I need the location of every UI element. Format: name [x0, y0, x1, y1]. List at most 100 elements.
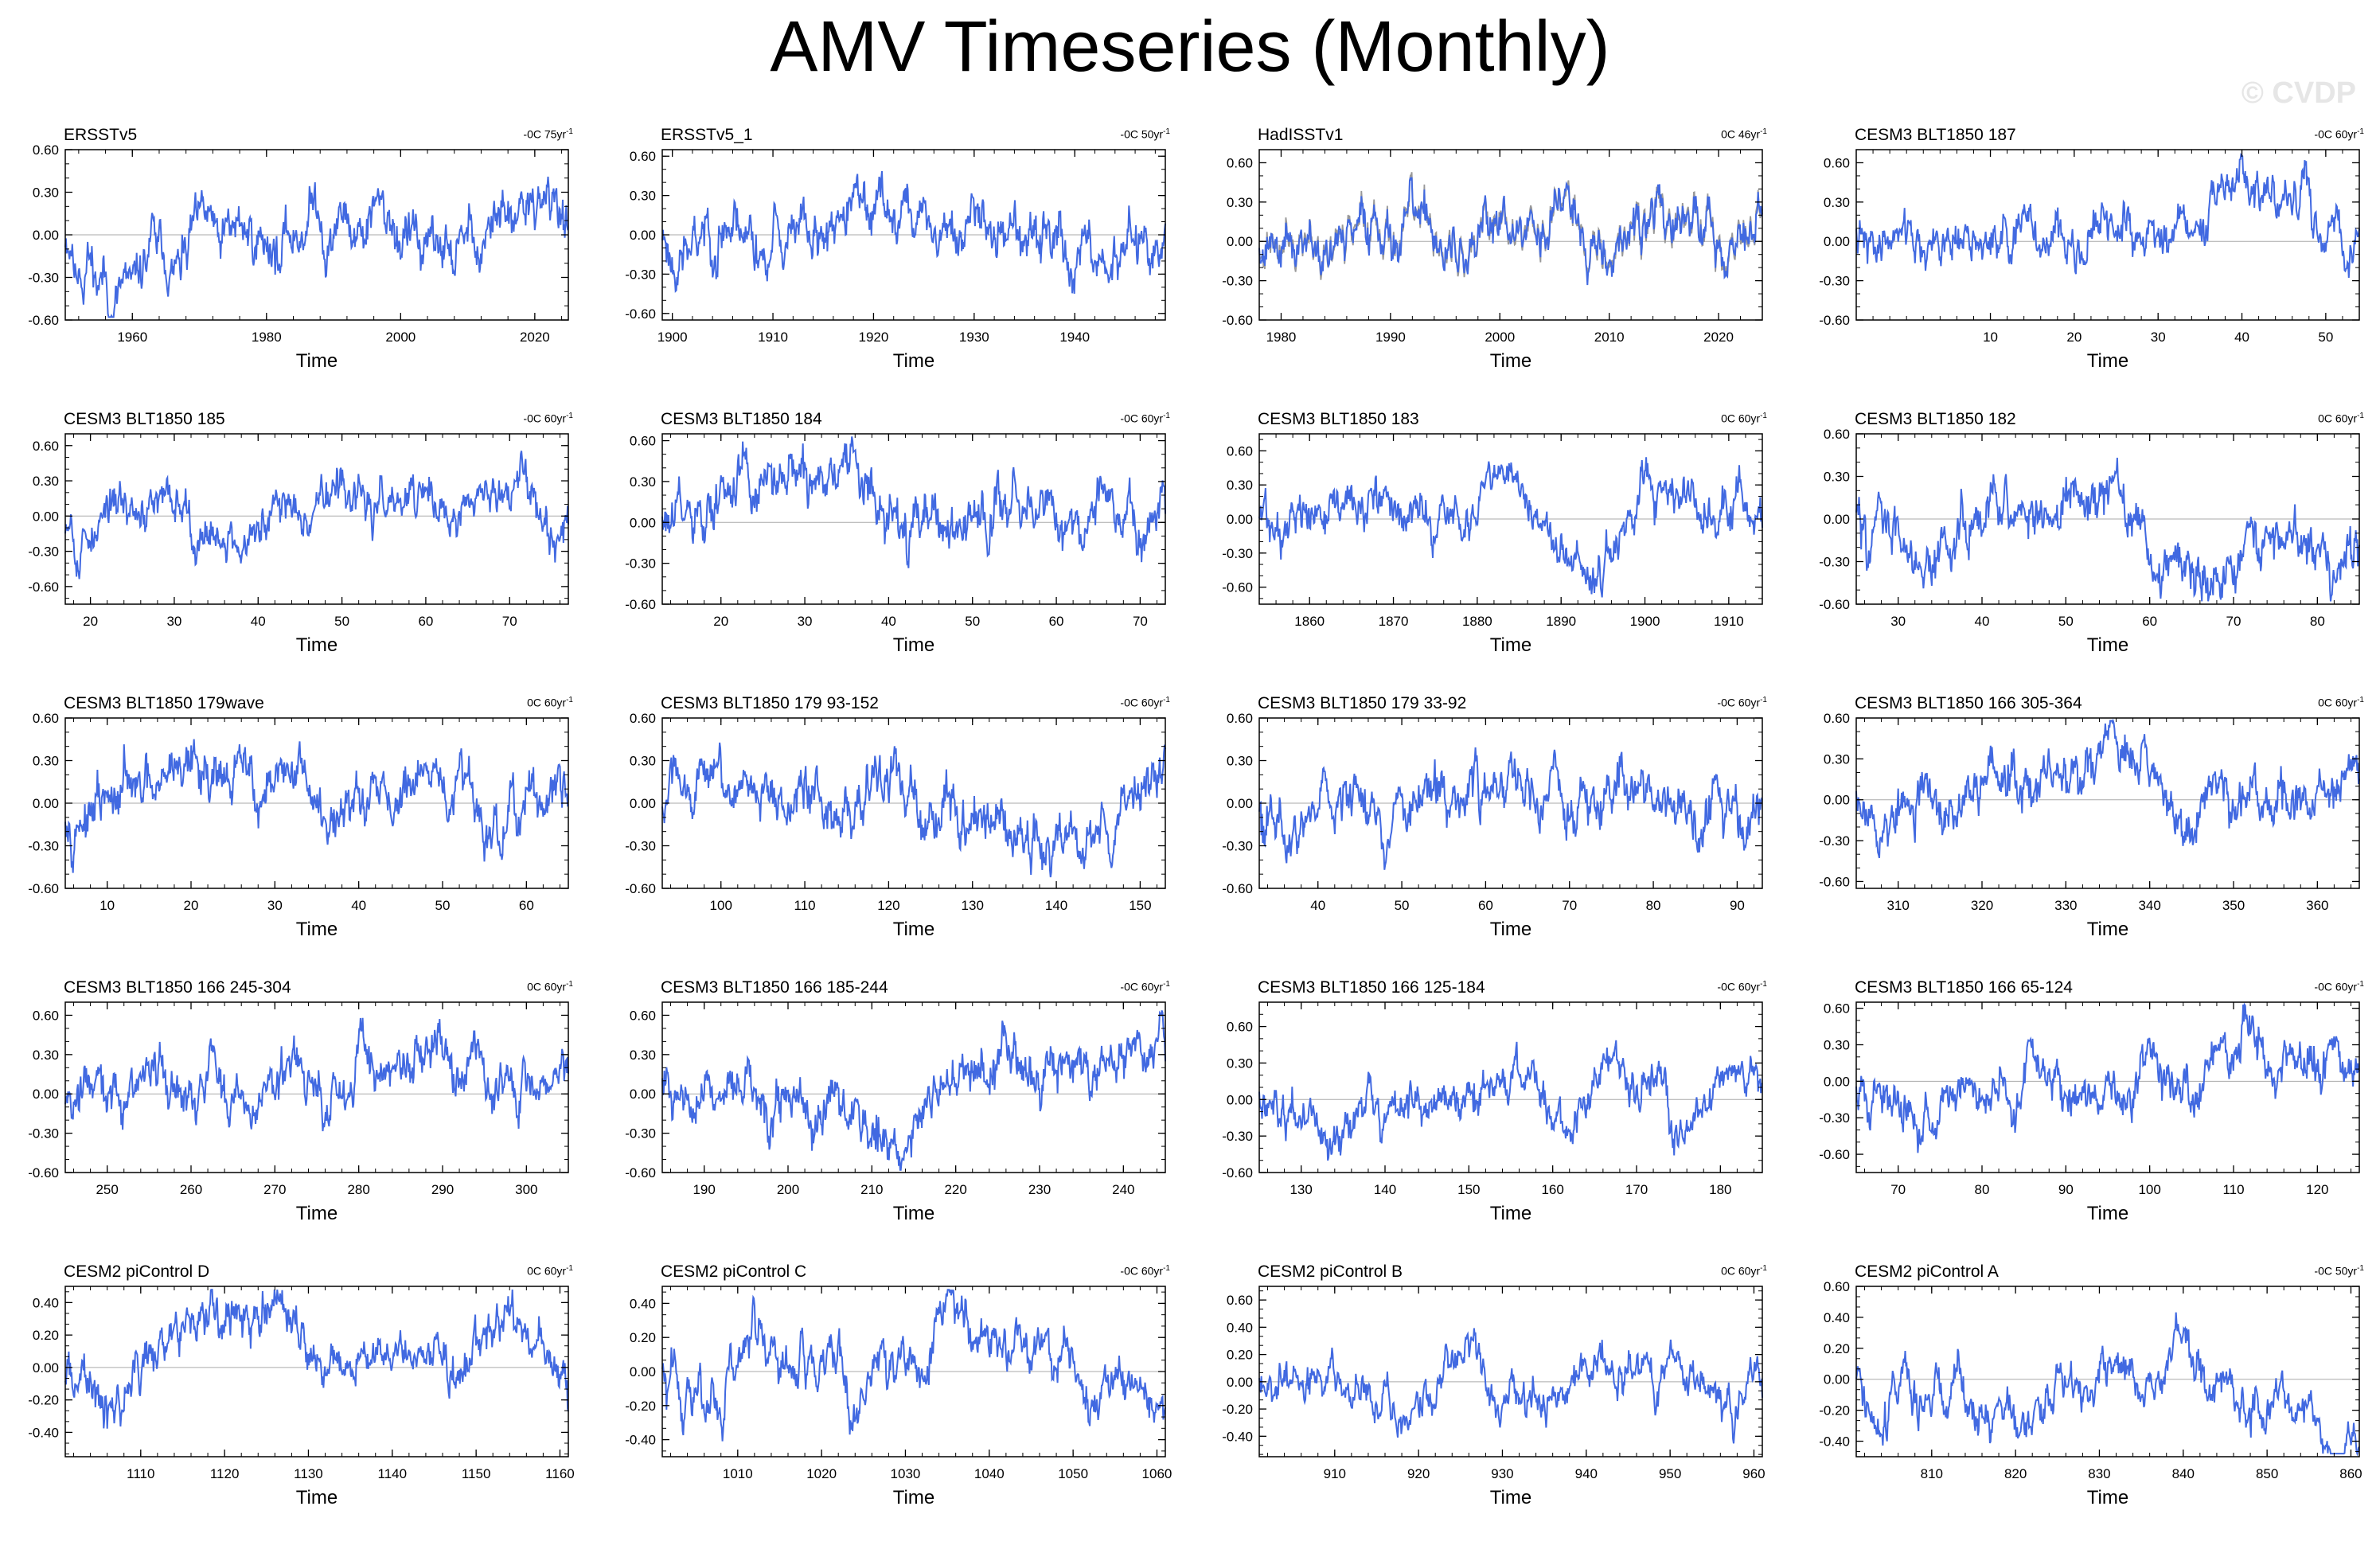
x-tick-label: 60 [418, 614, 433, 629]
y-tick-label: 0.00 [1227, 796, 1253, 811]
x-tick-label: 2020 [1703, 330, 1734, 345]
y-tick-label: 0.20 [1824, 1341, 1850, 1356]
panel-title: CESM3 BLT1850 166 305-364 [1855, 694, 2082, 712]
x-tick-label: 50 [2318, 330, 2333, 345]
y-tick-label: 0.60 [33, 142, 59, 158]
y-tick-label: -0.30 [1819, 274, 1850, 289]
y-tick-label: 0.00 [1227, 1092, 1253, 1107]
x-tick-label: 40 [251, 614, 266, 629]
y-tick-label: -0.30 [1222, 839, 1253, 854]
x-tick-label: 130 [962, 898, 984, 913]
amv-series-line [661, 436, 1166, 568]
x-tick-label: 140 [1045, 898, 1067, 913]
plot-svg: -0.60 -0.30 0.00 0.30 0.60 10 20 30 40 50 Time [1819, 149, 2360, 372]
y-tick-label: 0.60 [1227, 1020, 1253, 1035]
x-tick-label: 110 [794, 898, 816, 913]
x-tick-label: 60 [1049, 614, 1064, 629]
y-tick-label: 0.60 [630, 434, 656, 449]
x-tick-label: 20 [2066, 330, 2082, 345]
y-tick-label: 0.00 [1824, 1372, 1850, 1387]
y-tick-label: 0.00 [1824, 793, 1850, 808]
y-tick-label: 0.00 [1824, 512, 1850, 527]
trend-label: 0C 60yr-1 [527, 980, 573, 993]
x-tick-label: 310 [1886, 898, 1909, 913]
x-tick-label: 150 [1457, 1182, 1480, 1197]
x-tick-label: 20 [83, 614, 98, 629]
timeseries-panel: CESM3 BLT1850 183 0C 60yr-1 -0.60 -0.30 0.00… [1194, 404, 1791, 687]
x-tick-label: 50 [965, 614, 980, 629]
trend-value: -0C 60yr [523, 412, 567, 425]
panel-title: CESM3 BLT1850 185 [64, 410, 225, 428]
panel-title: CESM2 piControl B [1258, 1262, 1403, 1281]
x-tick-label: 70 [1562, 898, 1577, 913]
trend-value: 0C 60yr [1721, 1264, 1761, 1278]
timeseries-panel: HadISSTv1 0C 46yr-1 -0.60 -0.30 0.00 0.30 0.60… [1194, 119, 1791, 403]
x-axis-title: Time [296, 350, 337, 372]
trend-label: -0C 60yr-1 [2314, 127, 2364, 141]
y-tick-label: 0.00 [33, 796, 59, 811]
timeseries-panel: CESM3 BLT1850 179 33-92 -0C 60yr-1 -0.60 -0… [1194, 688, 1791, 971]
x-tick-label: 1980 [252, 330, 282, 345]
trend-label: 0C 60yr-1 [1721, 1264, 1767, 1278]
amv-series-line [661, 1010, 1166, 1171]
x-tick-label: 320 [1971, 898, 1993, 913]
x-tick-label: 1930 [959, 330, 989, 345]
x-axis-title: Time [1490, 1487, 1531, 1508]
trend-label: -0C 60yr-1 [523, 412, 573, 425]
x-tick-label: 30 [1890, 614, 1906, 629]
y-tick-label: 0.00 [630, 228, 656, 243]
timeseries-panel: CESM3 BLT1850 166 65-124 -0C 60yr-1 -0.60-… [1791, 972, 2380, 1255]
trend-label: 0C 60yr-1 [527, 696, 573, 709]
x-tick-label: 190 [693, 1182, 715, 1197]
y-tick-label: -0.60 [1222, 881, 1253, 896]
y-tick-label: -0.30 [1222, 546, 1253, 561]
x-tick-label: 920 [1407, 1466, 1430, 1481]
x-axis-title: Time [893, 919, 934, 940]
x-tick-label: 220 [944, 1182, 966, 1197]
trend-value: 0C 60yr [527, 696, 567, 709]
y-tick-label: -0.60 [1222, 580, 1253, 595]
y-tick-label: -0.30 [28, 1126, 59, 1141]
secondary-series-line [1258, 172, 1763, 280]
trend-label: -0C 50yr-1 [2314, 1264, 2364, 1278]
x-tick-label: 1120 [210, 1466, 240, 1481]
x-tick-label: 60 [519, 898, 534, 913]
x-tick-label: 2000 [385, 330, 416, 345]
trend-label: -0C 60yr-1 [1120, 696, 1170, 709]
plot-frame [1258, 1286, 1763, 1457]
x-axis-title: Time [1490, 350, 1531, 372]
panel-title: CESM3 BLT1850 179 33-92 [1258, 694, 1467, 712]
timeseries-panel: CESM3 BLT1850 166 125-184 -0C 60yr-1 -0.60… [1194, 972, 1791, 1255]
y-tick-label: -0.60 [625, 597, 656, 612]
x-tick-label: 1900 [1630, 614, 1660, 629]
trend-label: -0C 60yr-1 [1120, 1264, 1170, 1278]
x-tick-label: 1160 [545, 1466, 575, 1481]
amv-series-line [64, 1017, 569, 1132]
x-tick-label: 340 [2138, 898, 2160, 913]
y-tick-label: -0.20 [1222, 1402, 1253, 1417]
y-tick-label: 0.30 [1824, 751, 1850, 767]
plot-svg: -0.60 -0.30 0.00 0.30 0.60 20 30 40 50 60 70 Time [625, 433, 1166, 656]
x-tick-label: 200 [777, 1182, 799, 1197]
x-tick-label: 30 [2151, 330, 2166, 345]
trend-value: -0C 50yr [1120, 127, 1164, 141]
x-tick-label: 1020 [806, 1466, 837, 1481]
y-tick-label: -0.30 [1819, 1110, 1850, 1126]
x-tick-label: 280 [347, 1182, 369, 1197]
y-tick-label: 0.30 [1227, 478, 1253, 493]
amv-series-line [661, 170, 1166, 295]
x-tick-label: 120 [2306, 1182, 2328, 1197]
panel-title: CESM3 BLT1850 183 [1258, 410, 1419, 428]
plot-svg: -0.40 -0.20 0.00 0.20 0.40 1010 1020 1030 1040 10… [625, 1286, 1172, 1508]
x-axis-title: Time [2087, 919, 2128, 940]
x-tick-label: 30 [166, 614, 181, 629]
x-tick-label: 840 [2172, 1466, 2195, 1481]
panel-title: CESM3 BLT1850 179 93-152 [661, 694, 879, 712]
y-tick-label: -0.60 [28, 1165, 59, 1180]
amv-series-line [1258, 177, 1763, 286]
x-tick-label: 910 [1324, 1466, 1346, 1481]
x-tick-label: 1990 [1375, 330, 1406, 345]
x-tick-label: 210 [860, 1182, 883, 1197]
x-tick-label: 100 [710, 898, 732, 913]
y-tick-label: -0.30 [625, 1126, 656, 1141]
